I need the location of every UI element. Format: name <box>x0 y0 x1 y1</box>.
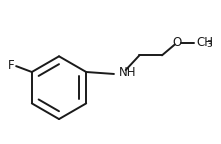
Text: 3: 3 <box>206 40 212 49</box>
Text: F: F <box>8 59 14 72</box>
Text: NH: NH <box>119 67 136 79</box>
Text: CH: CH <box>196 36 213 49</box>
Text: O: O <box>172 36 181 49</box>
